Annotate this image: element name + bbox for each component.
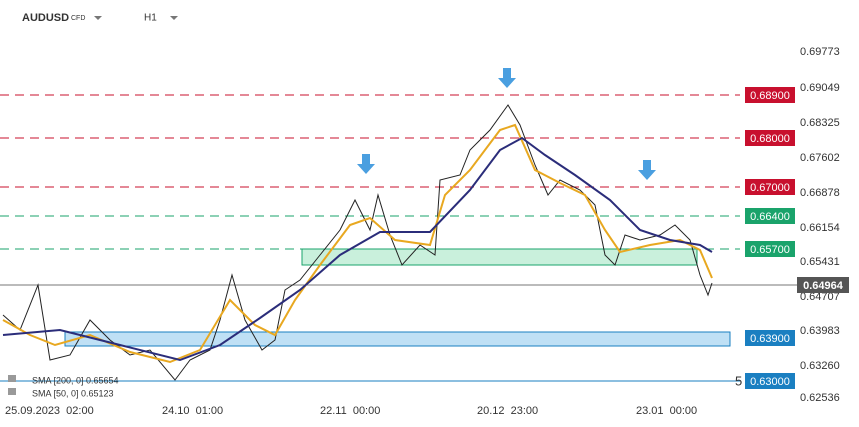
level-label: 0.66400 [750,211,790,223]
indicator-legend[interactable]: SMA [50, 0] 0.65123 [32,388,114,398]
timeframe[interactable]: H1 [144,13,157,24]
instrument: CFD [71,15,85,22]
price-badge [797,277,849,293]
level-badge [745,241,795,257]
dropdown[interactable] [170,16,178,20]
price-label: 0.67602 [800,152,840,164]
price-label: 0.63983 [800,325,840,337]
sma-200 [2,136,713,362]
price-label: 0.65431 [800,256,840,268]
price-label: 0.69049 [800,82,840,94]
symbol[interactable]: AUDUSD [22,12,69,24]
dropdown[interactable] [94,16,102,20]
level-badge [745,179,795,195]
level-badge [745,373,795,389]
time-label: 20.12 23:00 [477,405,538,417]
price-label: 0.66154 [800,222,840,234]
level-badge [745,330,795,346]
level-label: 0.68000 [750,133,790,145]
indicator-icon [8,388,16,395]
current-price: 0.64964 [803,280,844,292]
level-label: 0.65700 [750,244,790,256]
support-zone [64,331,731,347]
level-badge [745,208,795,224]
time-label: 23.01 00:00 [636,405,697,417]
time-label: 22.11 00:00 [320,405,380,417]
price-label: 0.68325 [800,117,840,129]
price-label: 0.62536 [800,392,840,404]
price-label: 0.63260 [800,360,840,372]
support-zone [301,248,698,266]
level-badge [745,87,795,103]
price-label: 0.64707 [800,291,840,303]
level-lines [0,94,740,250]
price-label: 0.69773 [800,46,840,58]
arrows [357,68,656,180]
indicator-icon [8,375,16,382]
price-label: 0.66878 [800,187,840,199]
level-label: 0.67000 [750,182,790,194]
level-label: 0.68900 [750,90,790,102]
marker: 5 [735,373,742,388]
level-label: 0.63900 [750,333,790,345]
time-label: 24.10 01:00 [162,405,223,417]
indicator-legend[interactable]: SMA [200, 0] 0.65654 [32,375,119,385]
level-label: 0.63000 [750,376,790,388]
level-badge [745,130,795,146]
sma-50 [2,123,713,364]
time-label: 25.09.2023 02:00 [5,405,94,417]
